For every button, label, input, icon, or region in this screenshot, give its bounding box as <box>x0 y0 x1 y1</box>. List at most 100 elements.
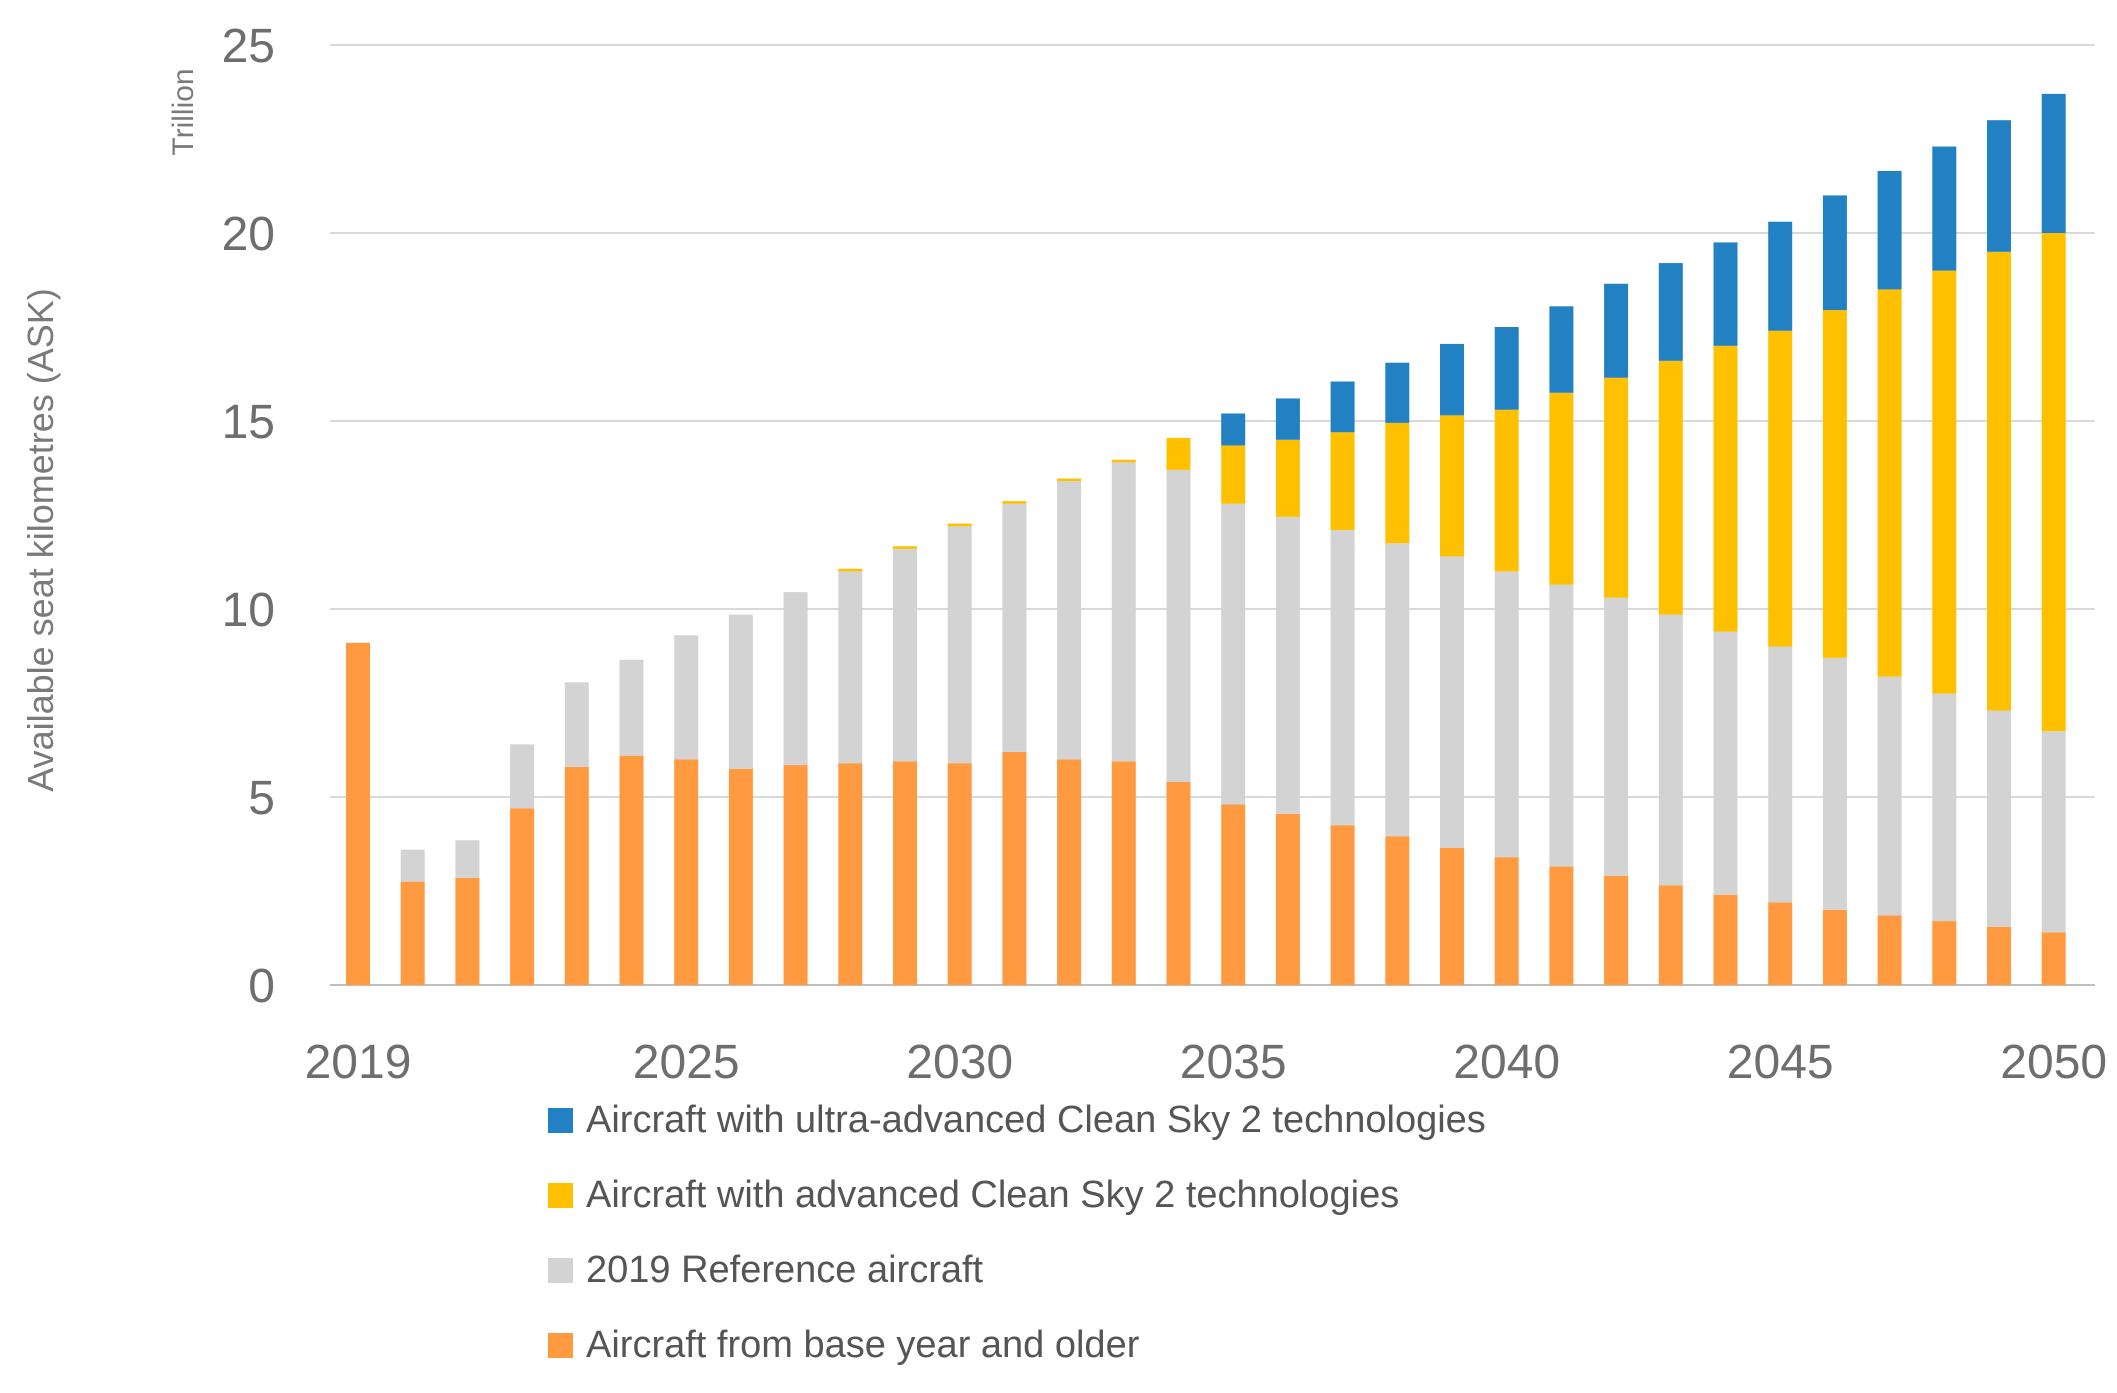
bar-2036-series-3 <box>1275 398 1300 440</box>
legend-swatch-2 <box>548 1258 573 1283</box>
legend: Aircraft with ultra-advanced Clean Sky 2… <box>548 1099 1486 1366</box>
bar-2030-series-0 <box>947 763 972 985</box>
bar-2047-series-0 <box>1877 915 1902 985</box>
bar-2039-series-2 <box>1440 415 1464 557</box>
x-tick-label-2019: 2019 <box>305 1036 412 1089</box>
bar-2019-series-0 <box>346 642 370 985</box>
bar-2031-series-0 <box>1002 751 1027 985</box>
bar-2038-series-1 <box>1385 543 1410 837</box>
legend-label-2: 2019 Reference aircraft <box>586 1249 984 1291</box>
bar-2050-series-0 <box>2041 932 2066 985</box>
bar-2029-series-0 <box>893 761 917 985</box>
bar-2044-series-3 <box>1713 242 1738 346</box>
bar-2034-series-1 <box>1166 469 1191 782</box>
bar-2042-series-1 <box>1604 597 1629 876</box>
bar-2022-series-0 <box>510 808 535 985</box>
bar-2045-series-2 <box>1768 330 1793 647</box>
bar-2040-series-0 <box>1494 857 1519 985</box>
bar-2046-series-0 <box>1822 909 1847 985</box>
bar-2037-series-1 <box>1330 530 1355 826</box>
bar-2026-series-1 <box>728 614 753 769</box>
bar-2042-series-0 <box>1604 875 1629 985</box>
bar-2036-series-1 <box>1275 516 1300 814</box>
bar-2020-series-1 <box>400 849 425 882</box>
bar-2045-series-0 <box>1768 902 1793 985</box>
bar-2035-series-2 <box>1221 445 1246 504</box>
bar-2039-series-1 <box>1440 556 1464 848</box>
bar-2028-series-2 <box>838 568 863 572</box>
bar-2033-series-1 <box>1111 462 1136 762</box>
bar-2031-series-1 <box>1002 503 1027 752</box>
bar-2033-series-2 <box>1111 459 1136 463</box>
bar-2040-series-1 <box>1494 571 1519 858</box>
bar-2038-series-0 <box>1385 836 1410 985</box>
y-tick-label: 0 <box>248 960 275 1013</box>
bar-2048-series-2 <box>1932 270 1957 694</box>
bar-2048-series-3 <box>1932 146 1957 271</box>
legend-swatch-3 <box>548 1333 573 1358</box>
bar-2022-series-1 <box>510 744 535 809</box>
bar-2030-series-2 <box>947 523 972 527</box>
y-tick-label: 10 <box>222 584 275 637</box>
bar-2029-series-2 <box>893 546 917 549</box>
bar-2031-series-2 <box>1002 501 1027 504</box>
bar-2048-series-0 <box>1932 921 1957 985</box>
bar-2043-series-2 <box>1658 360 1683 615</box>
bar-2040-series-2 <box>1494 409 1519 572</box>
bar-2044-series-1 <box>1713 631 1738 895</box>
bar-2050-series-1 <box>2041 731 2066 933</box>
bar-2047-series-1 <box>1877 676 1902 916</box>
bar-2041-series-2 <box>1549 392 1574 585</box>
bar-2046-series-1 <box>1822 657 1847 910</box>
x-tick-label-2040: 2040 <box>1453 1036 1560 1089</box>
bar-2038-series-3 <box>1385 362 1410 423</box>
bar-2025-series-1 <box>674 635 699 760</box>
bar-2046-series-2 <box>1822 310 1847 658</box>
bar-2027-series-1 <box>783 592 808 766</box>
bar-2027-series-0 <box>783 765 808 985</box>
bar-2033-series-0 <box>1111 761 1136 985</box>
bar-2025-series-0 <box>674 759 699 985</box>
x-tick-label-2035: 2035 <box>1180 1036 1287 1089</box>
bar-2043-series-1 <box>1658 614 1683 886</box>
bar-2032-series-2 <box>1057 478 1082 482</box>
bar-2036-series-2 <box>1275 439 1300 517</box>
legend-label-3: Aircraft from base year and older <box>586 1324 1140 1366</box>
y-tick-label: 15 <box>222 396 275 449</box>
bar-2028-series-1 <box>838 571 863 764</box>
y-tick-label: 25 <box>222 20 275 73</box>
bar-2030-series-1 <box>947 526 972 764</box>
bar-2026-series-0 <box>728 768 753 985</box>
bar-2024-series-0 <box>619 755 644 985</box>
bar-2039-series-0 <box>1440 847 1464 985</box>
bar-2035-series-0 <box>1221 804 1246 985</box>
bar-2045-series-3 <box>1768 221 1793 331</box>
bar-2049-series-2 <box>1987 251 2011 711</box>
bar-2032-series-1 <box>1057 481 1082 760</box>
bar-2045-series-1 <box>1768 646 1793 903</box>
bar-2029-series-1 <box>893 548 917 762</box>
bar-2024-series-1 <box>619 659 644 756</box>
bar-2037-series-3 <box>1330 381 1355 433</box>
bar-2020-series-0 <box>400 881 425 985</box>
bar-2035-series-3 <box>1221 413 1246 446</box>
bar-2023-series-0 <box>564 766 589 985</box>
y-axis-unit: Trillion <box>167 68 200 155</box>
bar-2021-series-0 <box>455 877 480 985</box>
bar-2041-series-1 <box>1549 584 1574 867</box>
bar-2042-series-2 <box>1604 377 1629 598</box>
bar-2039-series-3 <box>1440 343 1464 416</box>
x-tick-label-2050: 2050 <box>2000 1036 2107 1089</box>
legend-swatch-1 <box>548 1183 573 1208</box>
bar-2050-series-2 <box>2041 233 2066 732</box>
bar-2044-series-0 <box>1713 894 1738 985</box>
x-tick-label-2025: 2025 <box>633 1036 740 1089</box>
legend-label-1: Aircraft with advanced Clean Sky 2 techn… <box>586 1174 1399 1216</box>
bar-2037-series-0 <box>1330 825 1355 985</box>
bar-2035-series-1 <box>1221 503 1246 805</box>
bar-2023-series-1 <box>564 682 589 767</box>
bar-2046-series-3 <box>1822 195 1847 311</box>
